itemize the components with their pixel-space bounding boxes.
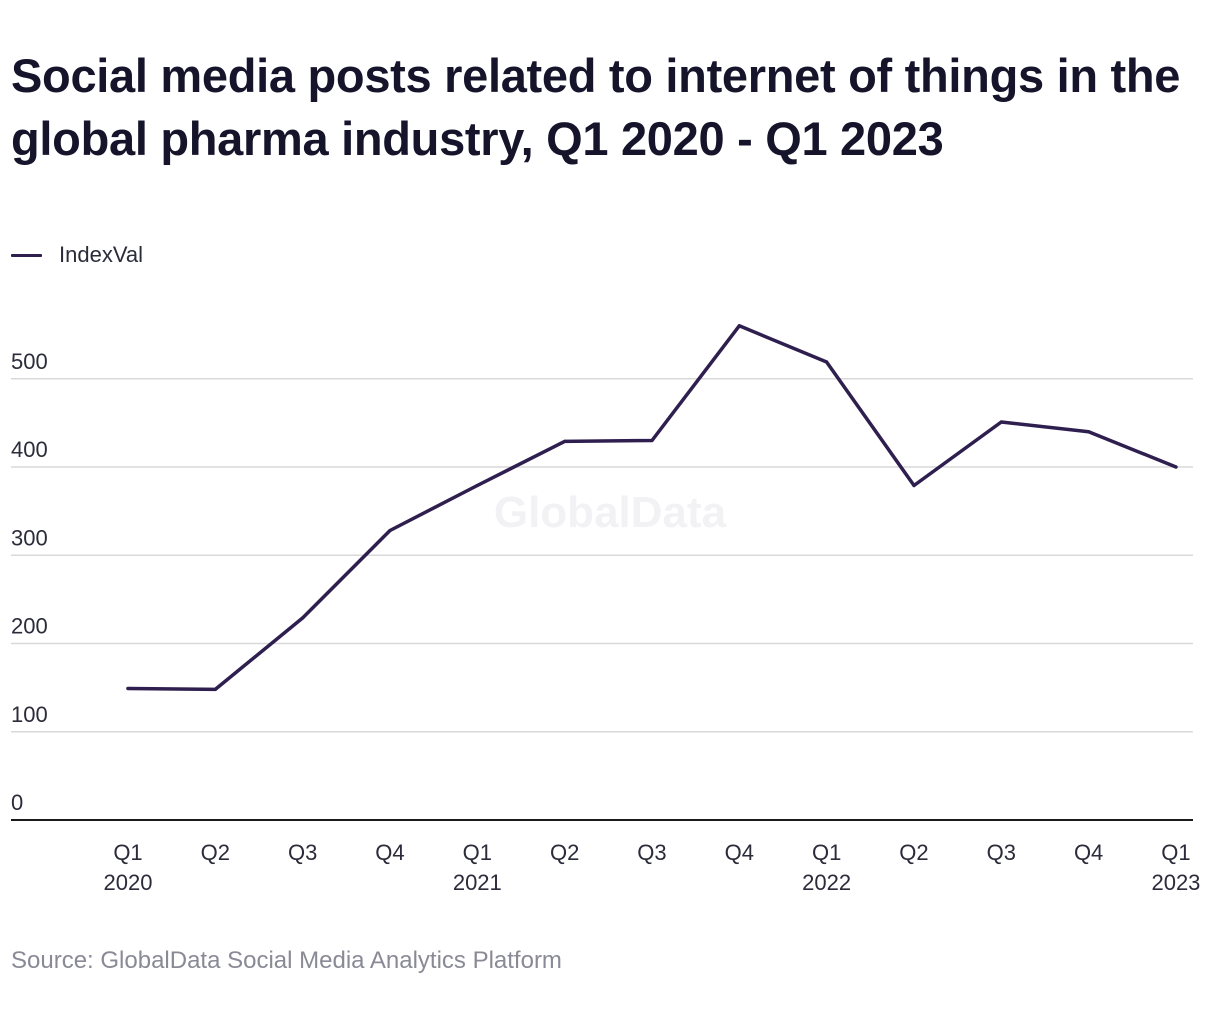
legend-swatch-indexval <box>11 253 42 257</box>
y-tick-label-400: 400 <box>11 437 48 462</box>
x-tick-label-5: Q2 <box>550 840 579 865</box>
x-tick-label-3: Q4 <box>375 840 404 865</box>
data-point-5 <box>563 439 567 444</box>
x-tick-label-1: Q2 <box>201 840 230 865</box>
data-point-8 <box>825 360 829 364</box>
x-tick-label-7: Q4 <box>725 840 754 865</box>
x-tick-label-2: Q3 <box>288 840 317 865</box>
x-tick-label-12: Q1 <box>1161 840 1190 865</box>
x-tick-label-10: Q3 <box>987 840 1016 865</box>
chart-title: Social media posts related to internet o… <box>11 49 1181 165</box>
data-point-2 <box>301 616 305 620</box>
x-tick-label-6: Q3 <box>637 840 666 865</box>
y-tick-label-100: 100 <box>11 702 48 727</box>
y-tick-label-500: 500 <box>11 349 48 374</box>
source-note: Source: GlobalData Social Media Analytic… <box>11 947 562 974</box>
y-tick-label-200: 200 <box>11 614 48 639</box>
data-point-4 <box>475 483 479 488</box>
data-point-7 <box>737 324 741 328</box>
x-tick-label-9: Q2 <box>899 840 928 865</box>
x-tick-year-12: 2023 <box>1151 870 1200 895</box>
data-point-3 <box>388 528 392 533</box>
data-point-10 <box>999 420 1003 424</box>
data-point-1 <box>213 687 217 691</box>
legend-label-indexval: IndexVal <box>59 242 143 267</box>
data-point-11 <box>1087 430 1091 434</box>
data-point-6 <box>650 438 654 443</box>
x-tick-year-8: 2022 <box>802 870 851 895</box>
watermark-text: GlobalData <box>494 488 727 537</box>
legend: IndexVal <box>11 242 143 268</box>
y-tick-label-300: 300 <box>11 525 48 550</box>
data-point-9 <box>912 483 916 488</box>
x-tick-label-8: Q1 <box>812 840 841 865</box>
data-point-0 <box>126 686 130 691</box>
x-tick-label-0: Q1 <box>113 840 142 865</box>
data-point-12 <box>1174 465 1178 469</box>
y-tick-label-0: 0 <box>11 790 23 815</box>
x-tick-year-0: 2020 <box>104 870 153 895</box>
x-tick-year-4: 2021 <box>453 870 502 895</box>
x-tick-label-11: Q4 <box>1074 840 1103 865</box>
x-tick-label-4: Q1 <box>463 840 492 865</box>
